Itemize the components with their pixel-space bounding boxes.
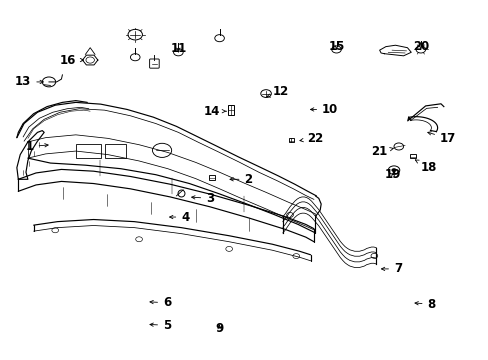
Text: 3: 3 <box>191 192 214 205</box>
Circle shape <box>390 168 396 172</box>
Bar <box>409 154 415 158</box>
Bar <box>228 105 233 116</box>
Text: 19: 19 <box>384 168 401 181</box>
Text: 6: 6 <box>150 296 171 309</box>
Text: 16: 16 <box>60 54 83 67</box>
Text: 1: 1 <box>25 140 48 153</box>
Text: 7: 7 <box>381 262 401 275</box>
Bar <box>76 144 101 158</box>
Text: 8: 8 <box>414 298 435 311</box>
Bar <box>288 138 294 142</box>
Bar <box>104 144 126 158</box>
Text: 10: 10 <box>310 103 338 116</box>
Text: 5: 5 <box>150 319 171 332</box>
Text: 2: 2 <box>229 173 252 186</box>
Text: 13: 13 <box>15 76 43 89</box>
Text: 20: 20 <box>412 40 428 53</box>
Bar <box>208 175 215 180</box>
Text: 17: 17 <box>427 132 455 145</box>
Text: 14: 14 <box>204 105 225 118</box>
Text: 9: 9 <box>215 321 223 334</box>
Text: 15: 15 <box>327 40 344 53</box>
Text: 21: 21 <box>370 145 392 158</box>
Text: 11: 11 <box>170 42 186 55</box>
Text: 4: 4 <box>169 211 189 224</box>
Text: 22: 22 <box>299 132 323 145</box>
Text: 12: 12 <box>266 85 288 98</box>
Text: 18: 18 <box>414 160 436 174</box>
